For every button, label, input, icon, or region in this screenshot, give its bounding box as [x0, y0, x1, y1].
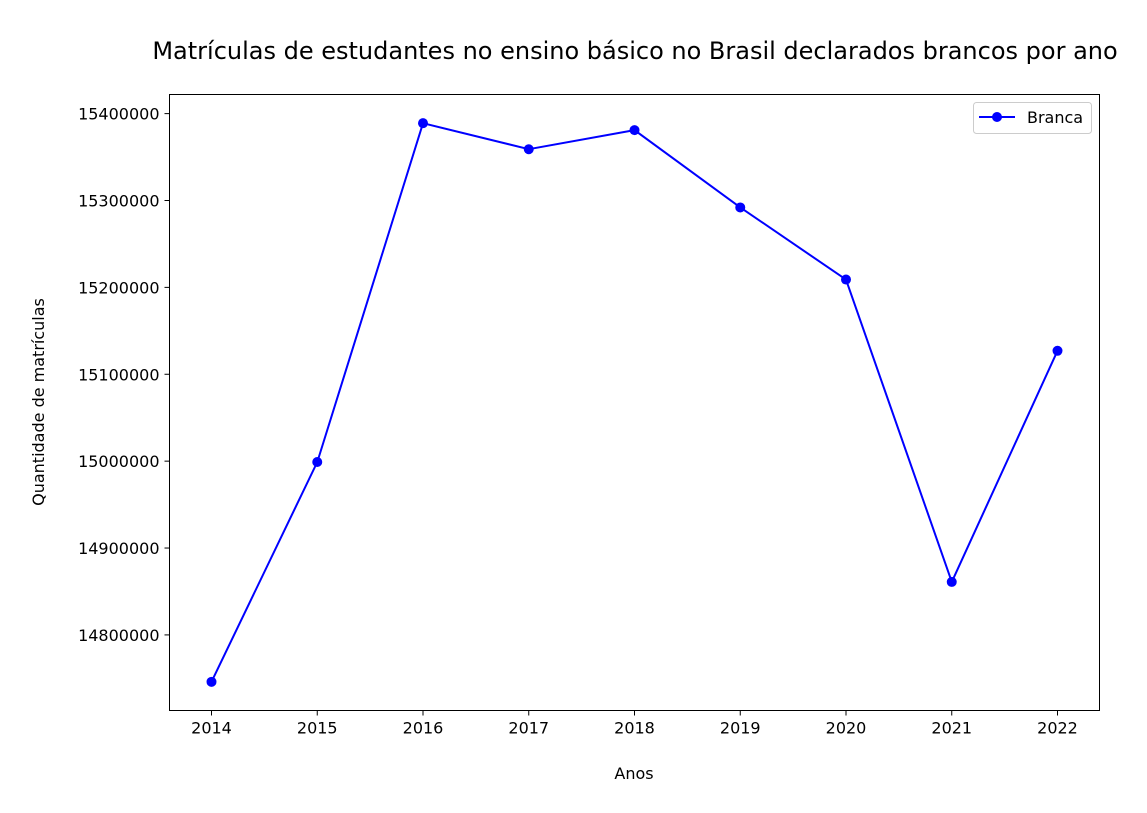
chart-title: Matrículas de estudantes no ensino básic… [152, 37, 1117, 65]
legend-label-branca: Branca [1027, 108, 1083, 127]
data-point-2018 [629, 125, 640, 136]
y-tick-label: 15400000 [78, 105, 159, 124]
y-axis: 14800000 14900000 15000000 15100000 15200000… [78, 105, 170, 645]
plot-frame [169, 94, 1100, 711]
legend: Branca [973, 102, 1092, 134]
legend-box [973, 102, 1092, 134]
x-tick-label: 2021 [931, 719, 972, 738]
legend-marker-swatch [992, 112, 1002, 122]
data-point-2017 [523, 144, 534, 155]
x-axis: 2014 2015 2016 2017 2018 2019 2020 2021 2022 [191, 710, 1078, 738]
y-tick-label: 14900000 [78, 539, 159, 558]
x-tick-label: 2020 [826, 719, 867, 738]
x-tick-label: 2017 [508, 719, 549, 738]
y-tick-label: 15200000 [78, 278, 159, 297]
data-point-2020 [841, 274, 851, 285]
data-point-2014 [206, 676, 217, 687]
series-layer [206, 118, 1063, 687]
data-point-2016 [418, 118, 428, 129]
data-point-2015 [312, 457, 323, 468]
y-tick-label: 15100000 [78, 365, 159, 384]
x-tick-label: 2015 [297, 719, 338, 738]
y-tick-label: 15300000 [78, 191, 159, 210]
y-tick-label: 14800000 [78, 626, 159, 645]
data-point-2022 [1052, 345, 1063, 356]
x-tick-label: 2016 [403, 719, 444, 738]
x-tick-label: 2018 [614, 719, 655, 738]
x-axis-label: Anos [614, 764, 653, 783]
x-tick-label: 2014 [191, 719, 232, 738]
x-tick-label: 2019 [720, 719, 761, 738]
y-tick-label: 15000000 [78, 452, 159, 471]
data-point-2021 [946, 576, 957, 587]
series-line-branca [210, 122, 1059, 683]
y-axis-label: Quantidade de matrículas [29, 298, 48, 506]
x-tick-label: 2022 [1037, 719, 1078, 738]
data-point-2019 [735, 202, 746, 213]
